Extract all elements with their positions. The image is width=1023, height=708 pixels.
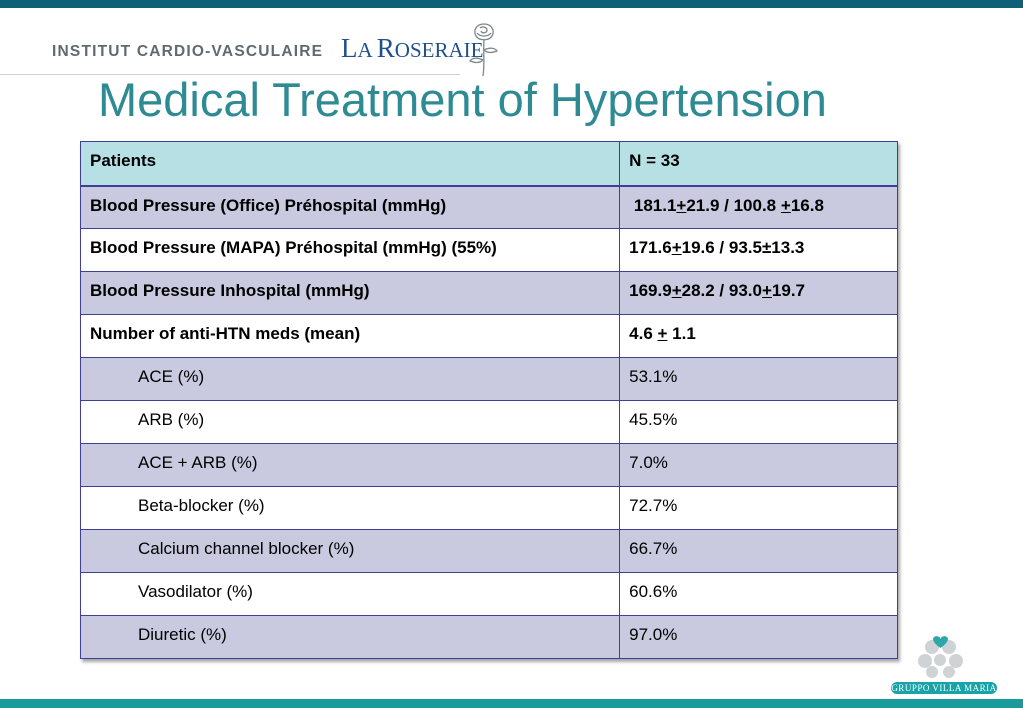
value-part: 1.1 xyxy=(667,324,696,343)
table-row: Calcium channel blocker (%) 66.7% xyxy=(79,529,898,573)
row-value: 97.0% xyxy=(619,615,898,659)
table-row: Blood Pressure (Office) Préhospital (mmH… xyxy=(79,185,898,229)
value-part: 21.9 / 100.8 xyxy=(686,195,781,215)
table-row: Blood Pressure Inhospital (mmHg) 169.9+28… xyxy=(79,271,898,315)
gruppo-villa-maria-logo: GRUPPO VILLA MARIA xyxy=(891,636,997,694)
value-part: 19.6 / 93.5±13.3 xyxy=(681,238,805,257)
row-label: Blood Pressure Inhospital (mmHg) xyxy=(79,271,621,315)
table-header-row: Patients N = 33 xyxy=(79,141,898,187)
value-part: 19.7 xyxy=(771,281,805,300)
slide-title: Medical Treatment of Hypertension xyxy=(98,73,827,126)
table-row: Diuretic (%) 97.0% xyxy=(79,615,898,659)
row-label: Calcium channel blocker (%) xyxy=(79,529,621,573)
brand-r: R xyxy=(376,33,395,63)
row-label: Number of anti-HTN meds (mean) xyxy=(79,314,621,358)
plus-minus-sign: + xyxy=(761,281,772,300)
row-value: 7.0% xyxy=(619,443,898,487)
row-label: Vasodilator (%) xyxy=(79,572,621,616)
brand-small2: OSERAIE xyxy=(394,38,484,62)
brand-logo-text: LA ROSERAIE xyxy=(341,33,483,64)
row-value: 181.1+21.9 / 100.8 +16.8 xyxy=(619,185,898,229)
brand-prefix: L xyxy=(341,33,358,63)
plus-minus-sign: + xyxy=(657,324,668,343)
row-label: Blood Pressure (MAPA) Préhospital (mmHg)… xyxy=(79,228,621,272)
row-label: ARB (%) xyxy=(79,400,621,444)
value-part: 28.2 / 93.0 xyxy=(681,281,762,300)
plus-minus-sign: + xyxy=(671,281,682,300)
row-value: 60.6% xyxy=(619,572,898,616)
table-row: Vasodilator (%) 60.6% xyxy=(79,572,898,616)
table-row: Blood Pressure (MAPA) Préhospital (mmHg)… xyxy=(79,228,898,272)
table-body: Patients N = 33 Blood Pressure (Office) … xyxy=(79,141,898,659)
table-row: Beta-blocker (%) 72.7% xyxy=(79,486,898,530)
row-label: Blood Pressure (Office) Préhospital (mmH… xyxy=(79,185,621,229)
treatment-table: Patients N = 33 Blood Pressure (Office) … xyxy=(79,141,898,659)
plus-minus-sign: + xyxy=(780,195,791,215)
row-value: 171.6+19.6 / 93.5±13.3 xyxy=(619,228,898,272)
brand-small1: A xyxy=(357,38,377,62)
value-part: 16.8 xyxy=(790,195,824,215)
table-row: ACE + ARB (%) 7.0% xyxy=(79,443,898,487)
row-label: Diuretic (%) xyxy=(79,615,621,659)
row-label: ACE (%) xyxy=(79,357,621,401)
header-divider xyxy=(0,74,460,75)
bottom-accent-bar xyxy=(0,699,1023,708)
row-label: ACE + ARB (%) xyxy=(79,443,621,487)
value-part: 171.6 xyxy=(629,238,672,257)
row-value: 169.9+28.2 / 93.0+19.7 xyxy=(619,271,898,315)
table-row: ARB (%) 45.5% xyxy=(79,400,898,444)
row-value: 45.5% xyxy=(619,400,898,444)
value-part: 181.1 xyxy=(629,195,677,215)
table-row: Number of anti-HTN meds (mean) 4.6 + 1.1 xyxy=(79,314,898,358)
value-part: 169.9 xyxy=(629,281,672,300)
heart-flower-icon xyxy=(918,636,963,678)
value-part: 4.6 xyxy=(629,324,658,343)
row-value: 72.7% xyxy=(619,486,898,530)
institute-name: INSTITUT CARDIO-VASCULAIRE xyxy=(52,43,324,60)
rose-icon xyxy=(469,23,498,77)
row-value: 53.1% xyxy=(619,357,898,401)
gruppo-villa-maria-text: GRUPPO VILLA MARIA xyxy=(891,683,996,693)
header-cell-n: N = 33 xyxy=(619,141,898,187)
row-value: 66.7% xyxy=(619,529,898,573)
row-label: Beta-blocker (%) xyxy=(79,486,621,530)
row-value: 4.6 + 1.1 xyxy=(619,314,898,358)
table-row: ACE (%) 53.1% xyxy=(79,357,898,401)
plus-minus-sign: + xyxy=(671,238,682,257)
header-cell-patients: Patients xyxy=(79,141,621,187)
plus-minus-sign: + xyxy=(676,195,687,215)
top-accent-bar xyxy=(0,0,1023,8)
